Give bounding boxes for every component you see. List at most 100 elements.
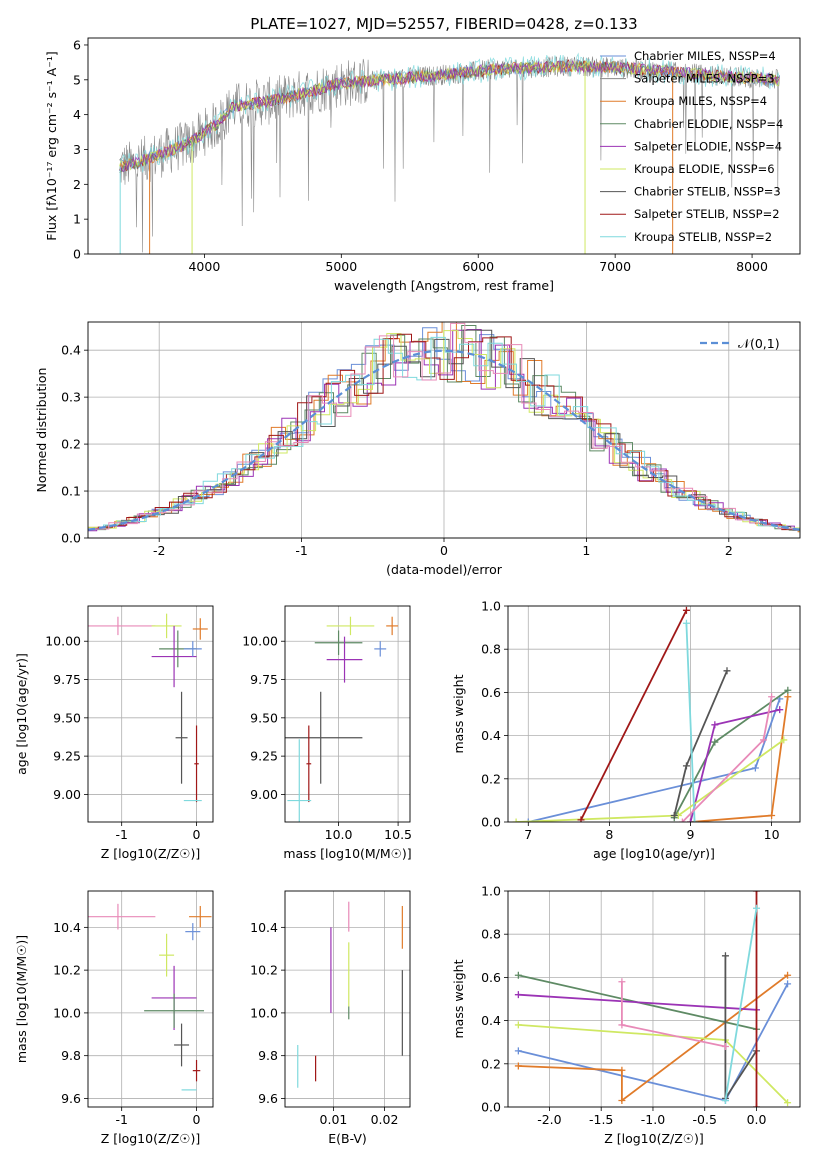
y-tick-label: 6 (73, 37, 81, 52)
plot-area (512, 606, 792, 822)
x-tick-label: 1 (582, 543, 590, 558)
y-tick-label: 10.00 (45, 634, 81, 649)
y-tick-label: 9.8 (61, 1048, 81, 1063)
mass-vs-metallicity-panel: -1 0 9.6 9.8 10.0 10.2 10.4 Z [log10(Z/Z☉)] mass… (14, 890, 214, 1146)
x-tick-label: 8 (605, 827, 613, 842)
x-tick-label: 10.5 (384, 827, 412, 842)
plus-marker (780, 736, 788, 744)
y-tick-label: 0.2 (61, 437, 81, 452)
y-tick-label: 0 (73, 247, 81, 262)
x-tick-label: 7 (524, 827, 532, 842)
x-axis-label: mass [log10(M/M☉)] (283, 846, 411, 861)
x-tick-label: 5000 (325, 259, 357, 274)
y-tick-label: 0.8 (481, 642, 501, 657)
x-axis-label: age [log10(age/yr)] (593, 846, 715, 861)
y-axis-label: mass [log10(M/M☉)] (14, 935, 29, 1063)
plus-marker (721, 952, 729, 960)
plus-marker (524, 818, 532, 822)
x-tick-label: 4000 (188, 259, 220, 274)
age-vs-metallicity-panel: -1 0 9.00 9.25 9.50 9.75 10.00 Z [log10(Z/Z☉)] a… (14, 605, 214, 861)
x-tick-label: 0.0 (747, 1112, 767, 1127)
plus-marker (691, 818, 699, 822)
y-tick-label: 0.6 (481, 685, 501, 700)
plus-marker (784, 1099, 792, 1107)
histogram-step-line (93, 329, 800, 531)
y-tick-label: 0.4 (481, 728, 501, 743)
y-axis-label: mass weight (451, 674, 466, 753)
legend-label: 𝒩(0,1) (738, 336, 780, 351)
y-axis-label: Flux [fλ10⁻¹⁷ erg cm⁻² s⁻¹ A⁻¹] (44, 51, 59, 240)
plus-marker (514, 991, 522, 999)
plus-marker (514, 1021, 522, 1029)
residual-histogram-panel: -2 -1 0 1 2 0.0 0.1 0.2 0.3 0.4 (data-model)/error… (34, 321, 801, 577)
mass-weight-vs-age-panel: 7 8 9 10 0.0 0.2 0.4 0.6 0.8 1.0 age [log10(age/yr… (451, 599, 801, 861)
plus-marker (753, 1103, 761, 1107)
weight-series-line (724, 908, 758, 1101)
age-vs-mass-panel: 10.0 10.5 9.00 9.25 9.50 9.75 10.00 mass [log10… (242, 605, 412, 861)
y-tick-label: 3 (73, 142, 81, 157)
y-tick-label: 0.0 (61, 531, 81, 546)
plus-marker (514, 1047, 522, 1055)
y-tick-label: 9.50 (250, 710, 278, 725)
histogram-step-line (94, 322, 800, 530)
plus-marker (687, 818, 694, 822)
y-tick-label: 9.00 (250, 787, 278, 802)
x-tick-label: 0 (193, 827, 201, 842)
plus-marker (682, 606, 690, 614)
x-tick-label: 7000 (599, 259, 631, 274)
plus-marker (711, 721, 719, 729)
x-tick-label: -2 (153, 543, 165, 558)
plot-area (514, 891, 792, 1107)
y-tick-label: 1.0 (481, 599, 501, 614)
x-tick-label: -1 (115, 827, 127, 842)
y-tick-label: 9.6 (258, 1091, 278, 1106)
x-axis-label: Z [log10(Z/Z☉)] (101, 1131, 201, 1146)
y-tick-label: 5 (73, 72, 81, 87)
x-tick-label: -0.5 (693, 1112, 717, 1127)
y-tick-label: 9.75 (250, 672, 278, 687)
y-tick-label: 0.0 (481, 815, 501, 830)
normal-curve-line (88, 349, 800, 531)
histogram-step-line (88, 333, 800, 531)
x-tick-label: 0.01 (320, 1112, 348, 1127)
plus-marker (784, 980, 792, 988)
plus-marker (784, 693, 792, 701)
y-tick-label: 10.0 (53, 1005, 81, 1020)
plus-marker (721, 1043, 729, 1051)
x-tick-label: 9 (687, 827, 695, 842)
x-tick-label: 8000 (736, 259, 768, 274)
y-axis-label: mass weight (451, 959, 466, 1038)
x-axis-label: E(B-V) (328, 1131, 367, 1146)
weight-series-line (580, 609, 688, 821)
legend-label: Kroupa MILES, NSSP=4 (634, 94, 767, 108)
plot-area (119, 52, 780, 254)
plus-marker (723, 667, 731, 675)
legend-label: Chabrier ELODIE, NSSP=4 (634, 117, 783, 131)
plot-area (297, 901, 403, 1088)
plus-marker (711, 738, 719, 746)
weight-series-line (685, 623, 696, 822)
y-tick-label: 2 (73, 177, 81, 192)
plus-marker (670, 812, 678, 820)
legend-label: Kroupa STELIB, NSSP=2 (634, 230, 772, 244)
plus-marker (751, 764, 759, 772)
axes-frame (87, 890, 214, 1108)
axes-frame (87, 605, 214, 823)
plus-marker (514, 1062, 522, 1070)
y-tick-label: 9.50 (53, 710, 81, 725)
y-tick-label: 10.2 (53, 963, 81, 978)
spectrum-panel: 4000 5000 6000 7000 8000 0 1 2 3 4 5 6 wavelength [A… (44, 37, 801, 293)
x-tick-label: 2 (725, 543, 733, 558)
mass-weight-vs-metallicity-panel: -2.0 -1.5 -1.0 -0.5 0.0 0.0 0.2 0.4 0.6 0.8 1.0 Z [… (451, 884, 801, 1146)
legend-label: Salpeter ELODIE, NSSP=4 (634, 139, 782, 153)
y-tick-label: 0.4 (61, 343, 81, 358)
y-tick-label: 9.25 (53, 749, 81, 764)
y-tick-label: 10.2 (250, 963, 278, 978)
y-tick-label: 0.8 (481, 927, 501, 942)
x-tick-label: 0.02 (371, 1112, 399, 1127)
y-tick-label: 10.0 (250, 1005, 278, 1020)
model-spectrum-line (119, 60, 780, 173)
y-tick-label: 9.8 (258, 1048, 278, 1063)
y-tick-label: 1 (73, 212, 81, 227)
